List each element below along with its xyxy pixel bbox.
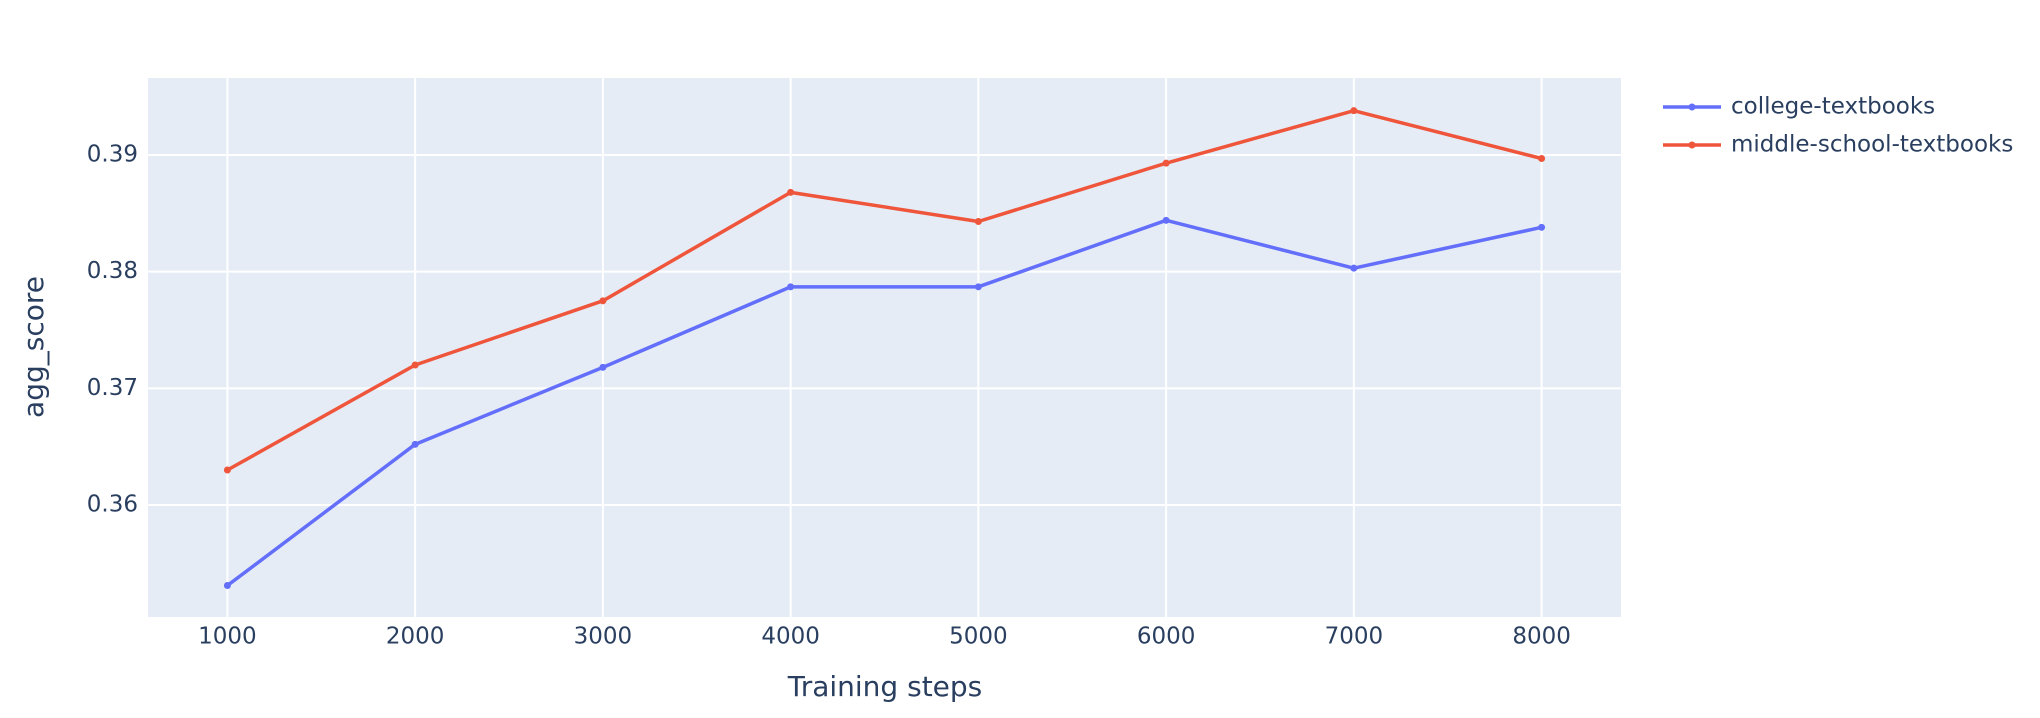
x-tick-label: 3000 [574, 624, 633, 650]
x-tick-label: 1000 [198, 624, 257, 650]
data-point [1162, 159, 1170, 167]
data-point [411, 440, 419, 448]
x-tick-label: 2000 [386, 624, 445, 650]
data-point [1538, 223, 1546, 231]
series-line [226, 218, 1542, 587]
data-point [787, 283, 795, 291]
data-point [974, 218, 982, 225]
x-tick-label: 5000 [949, 624, 1008, 650]
y-tick-label: 0.37 [87, 375, 138, 401]
legend-marker [1688, 141, 1696, 149]
data-point [223, 466, 231, 474]
x-tick-label: 8000 [1512, 624, 1571, 650]
x-tick-label: 4000 [761, 624, 820, 650]
y-tick-label: 0.39 [87, 142, 138, 168]
data-point [1350, 107, 1358, 115]
data-point [787, 188, 795, 196]
series-line [226, 108, 1543, 472]
x-axis-title: Training steps [787, 670, 983, 703]
legend-marker [1688, 103, 1696, 111]
data-point [411, 361, 419, 369]
y-tick-label: 0.38 [87, 258, 138, 284]
data-point [599, 363, 607, 371]
x-tick-label: 6000 [1137, 624, 1196, 650]
data-point [599, 297, 607, 305]
legend-label: college-textbooks [1731, 94, 1935, 120]
data-point [1538, 155, 1546, 162]
data-point [1350, 264, 1358, 272]
y-axis-title: agg_score [17, 276, 50, 418]
data-point [974, 283, 982, 291]
legend-label: middle-school-textbooks [1731, 132, 2013, 158]
y-tick-label: 0.36 [87, 492, 138, 518]
data-point [1162, 216, 1170, 224]
data-point [223, 582, 231, 589]
plot-area [148, 78, 1621, 617]
x-tick-label: 7000 [1325, 624, 1384, 650]
